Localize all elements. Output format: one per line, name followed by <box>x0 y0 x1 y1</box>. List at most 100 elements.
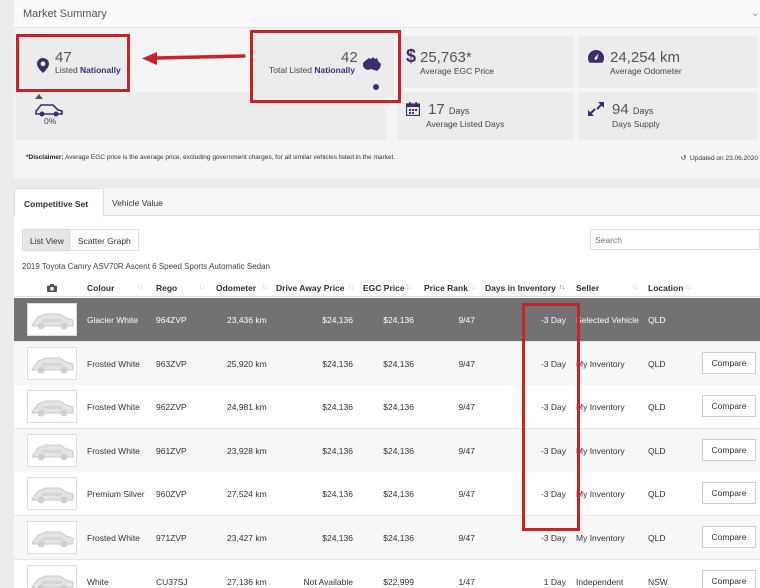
row-egc-price: $22,999 <box>383 576 414 587</box>
row-drive-away-price: $24,136 <box>322 402 353 413</box>
sort-icon[interactable]: ↑↓ <box>137 284 143 291</box>
row-price-rank: 9/47 <box>458 445 475 456</box>
compare-button[interactable]: Compare <box>702 569 756 588</box>
vehicle-thumbnail <box>27 477 77 511</box>
row-colour: White <box>87 576 109 587</box>
car-silhouette-icon <box>31 575 74 588</box>
avg-odometer-label: Average Odometer <box>610 66 682 76</box>
market-summary-title: Market Summary <box>23 8 107 20</box>
compare-button[interactable]: Compare <box>702 351 756 374</box>
row-days-in-inventory: -3 Day <box>540 315 566 325</box>
row-colour: Frosted White <box>87 358 140 369</box>
row-egc-price: $24,136 <box>383 402 414 413</box>
table-row[interactable]: Frosted White 962ZVP 24,981 km $24,136 $24,1… <box>14 385 760 430</box>
row-colour: Premium Silver <box>87 489 145 500</box>
column-header-egc-price[interactable]: EGC Price <box>363 283 405 293</box>
disclaimer-text: *Disclaimer: Average EGC price is the av… <box>26 154 396 161</box>
avg-egc-value: 25,763* <box>420 49 472 66</box>
row-egc-price: $24,136 <box>383 533 414 543</box>
row-days-in-inventory: -3 Day <box>540 402 566 413</box>
compare-button[interactable]: Compare <box>702 526 756 548</box>
row-days-in-inventory: 1 Day <box>543 576 566 587</box>
listed-nationally-tile: 47 Listed Nationally <box>16 36 128 88</box>
column-header-days-in-inventory[interactable]: Days in Inventory <box>485 283 556 293</box>
row-drive-away-price: $24,136 <box>322 489 353 500</box>
list-view-button[interactable]: List View <box>23 230 71 250</box>
row-price-rank: 9/47 <box>458 315 475 325</box>
row-seller: My Inventory <box>576 489 625 500</box>
column-header-seller[interactable]: Seller <box>576 283 600 293</box>
column-header-location[interactable]: Location <box>648 283 684 293</box>
row-odometer: 27,524 km <box>227 489 267 500</box>
column-header-price-rank[interactable]: Price Rank <box>424 283 468 293</box>
compare-button[interactable]: Compare <box>702 438 756 461</box>
table-row[interactable]: White CU37SJ 27,136 km Not Available $22,999… <box>14 559 760 588</box>
row-odometer: 25,920 km <box>227 358 267 369</box>
total-listed-label: Total Listed Nationally <box>269 65 355 75</box>
table-row[interactable]: Frosted White 961ZVP 23,928 km $24,136 $24,1… <box>14 428 760 473</box>
total-listed-value: 42 <box>341 49 358 66</box>
sort-icon[interactable]: ↑↓ <box>348 284 354 291</box>
row-rego: 963ZVP <box>156 358 187 369</box>
selected-vehicle-row[interactable]: Glacier White 964ZVP 23,436 km $24,136 $24,1… <box>14 298 760 342</box>
row-drive-away-price: Not Available <box>303 576 353 587</box>
sort-icon[interactable]: ↑↓ <box>262 284 268 291</box>
market-summary-header[interactable]: Market Summary ⌄ <box>14 0 760 28</box>
updated-date: ↺ Updated on 23.06.2020 <box>680 155 758 162</box>
scatter-graph-button[interactable]: Scatter Graph <box>70 230 138 250</box>
row-drive-away-price: $24,136 <box>322 358 353 369</box>
row-seller: My Inventory <box>576 533 625 543</box>
vehicle-thumbnail <box>27 390 77 424</box>
highlight-box-days-in-inventory <box>522 303 580 531</box>
sort-icon[interactable]: ↑↓ <box>559 284 565 291</box>
row-odometer: 23,427 km <box>227 533 267 543</box>
vehicle-thumbnail <box>27 564 77 588</box>
row-drive-away-price: $24,136 <box>322 533 353 543</box>
tab-bar: Competitive Set Vehicle Value <box>14 188 760 217</box>
listed-nationally-label: Listed Nationally <box>55 65 121 75</box>
table-row[interactable]: Premium Silver 960ZVP 27,524 km $24,136 $24,… <box>14 472 760 517</box>
competitive-set-panel: Competitive Set Vehicle Value List View … <box>14 188 760 588</box>
row-days-in-inventory: -3 Day <box>540 445 566 456</box>
table-row[interactable]: Frosted White 971ZVP 23,427 km $24,136 $24,1… <box>14 516 760 560</box>
row-location: QLD <box>648 445 666 456</box>
row-days-in-inventory: -3 Day <box>540 533 566 543</box>
car-silhouette-icon <box>31 400 74 417</box>
tab-competitive-set[interactable]: Competitive Set <box>14 188 104 217</box>
triangle-up-icon <box>35 94 43 99</box>
row-seller: My Inventory <box>576 358 625 369</box>
avg-listed-days-value: 17 Days <box>428 101 470 118</box>
row-drive-away-price: $24,136 <box>322 445 353 456</box>
sort-icon[interactable]: ↑↓ <box>632 284 638 291</box>
column-header-odometer[interactable]: Odometer <box>216 283 257 293</box>
row-seller: My Inventory <box>576 402 625 413</box>
row-odometer: 27,136 km <box>227 576 267 587</box>
speedometer-icon <box>588 50 604 63</box>
row-price-rank: 1/47 <box>458 576 475 587</box>
avg-odometer-tile: 24,254 km Average Odometer <box>578 36 758 88</box>
avg-listed-days-tile: 17 Days Average Listed Days <box>398 92 574 140</box>
row-colour: Frosted White <box>87 533 140 543</box>
compare-button[interactable]: Compare <box>702 395 756 418</box>
compare-button[interactable]: Compare <box>702 482 756 505</box>
column-header-rego[interactable]: Rego <box>156 283 178 293</box>
tab-vehicle-value[interactable]: Vehicle Value <box>112 198 163 208</box>
sort-icon[interactable]: ↑↓ <box>406 284 412 291</box>
column-header-colour[interactable]: Colour <box>87 283 115 293</box>
car-icon <box>35 104 63 117</box>
sort-icon[interactable]: ↑↓ <box>469 284 475 291</box>
row-seller: My Inventory <box>576 445 625 456</box>
row-rego: 962ZVP <box>156 402 187 413</box>
table-row[interactable]: Frosted White 963ZVP 25,920 km $24,136 $24,1… <box>14 341 760 386</box>
market-change-value: 0% <box>44 116 57 126</box>
row-location: QLD <box>648 358 666 369</box>
sort-icon[interactable]: ↑↓ <box>685 284 691 291</box>
search-input[interactable] <box>590 229 760 250</box>
vehicle-thumbnail <box>27 521 77 554</box>
row-location: QLD <box>648 489 666 500</box>
chevron-down-icon[interactable]: ⌄ <box>750 7 760 19</box>
column-header-drive-away-price[interactable]: Drive Away Price <box>276 283 345 293</box>
sort-icon[interactable]: ↑↓ <box>199 284 205 291</box>
car-silhouette-icon <box>31 487 74 504</box>
row-egc-price: $24,136 <box>383 445 414 456</box>
